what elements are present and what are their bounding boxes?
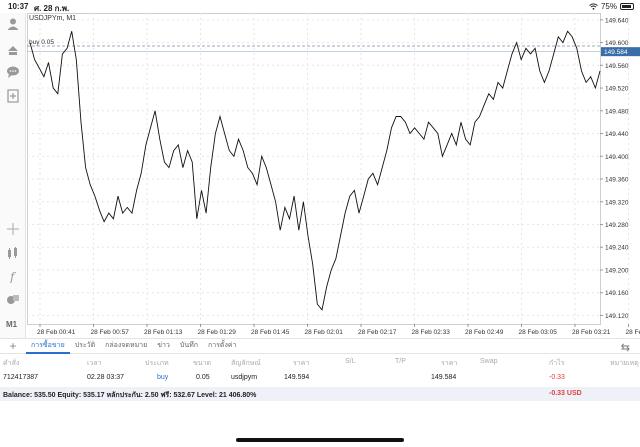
status-right: 75% [589, 2, 634, 11]
left-toolbar: f M1 [0, 13, 26, 338]
price-series-line [29, 30, 601, 311]
tab-history[interactable]: ประวัติ [74, 342, 96, 349]
y-tick-label: 149.640 [605, 17, 629, 24]
battery-fill [622, 5, 631, 8]
cell-size: 0.05 [196, 374, 210, 381]
wifi-icon [589, 3, 598, 10]
y-tick-label: 149.440 [605, 131, 629, 138]
x-tick-label: 28 Feb 01:13 [144, 329, 183, 336]
table-row[interactable]: 712417387 02.28 03:37 buy 0.05 usdjpym 1… [0, 370, 640, 386]
price-chart[interactable]: 149.640 149.600 149.560 149.520 149.480 149.4… [27, 13, 640, 338]
x-tick-label: 28 Feb 03:37 [626, 329, 640, 336]
order-line-label: buy 0.05 [29, 39, 54, 46]
header-symbol[interactable]: สัญลักษณ์ [231, 360, 261, 367]
header-sl[interactable]: S/L [345, 358, 356, 365]
table-header: คำสั่ง เวลา ประเภท ขนาด สัญลักษณ์ ราคา S… [0, 354, 640, 370]
chat-icon[interactable] [5, 64, 21, 80]
header-price[interactable]: ราคา [293, 360, 310, 367]
tab-journal[interactable]: บันทึก [179, 342, 198, 349]
sync-icon[interactable]: ⇆ [620, 342, 630, 354]
svg-text:f: f [9, 270, 17, 283]
y-tick-label: 149.520 [605, 86, 629, 93]
y-tick-label: 149.400 [605, 154, 629, 161]
timeframe-label[interactable]: M1 [6, 320, 18, 329]
header-tp[interactable]: T/P [395, 358, 406, 365]
balance-row: Balance: 535.50 Equity: 535.17 หลักประกั… [0, 387, 640, 401]
tab-trade[interactable]: การซื้อขาย [26, 338, 70, 354]
y-tick-label: 149.600 [605, 40, 629, 47]
status-bar: 10:37 ศ. 28 ก.พ. 75% [0, 0, 640, 13]
y-tick-label: 149.280 [605, 222, 629, 229]
x-tick-label: 28 Feb 02:17 [358, 329, 397, 336]
header-size[interactable]: ขนาด [193, 360, 212, 367]
total-profit: -0.33 USD [549, 390, 582, 397]
bottom-tab-bar: + การซื้อขาย ประวัติ กล่องจดหมาย ข่าว บั… [0, 338, 640, 354]
x-tick-label: 28 Feb 01:29 [198, 329, 237, 336]
chart-svg[interactable]: 149.640 149.600 149.560 149.520 149.480 149.4… [27, 13, 640, 338]
objects-icon[interactable] [5, 291, 21, 307]
x-tick-label: 28 Feb 03:21 [572, 329, 611, 336]
header-swap[interactable]: Swap [480, 358, 498, 365]
x-tick-label: 28 Feb 01:45 [251, 329, 290, 336]
header-time[interactable]: เวลา [87, 360, 102, 367]
account-icon[interactable] [5, 16, 21, 32]
cell-profit: -0.33 [549, 374, 565, 381]
current-price-tag [601, 47, 640, 57]
cell-type: buy [157, 374, 169, 381]
header-current-price[interactable]: ราคา [441, 360, 458, 367]
status-date: ศ. 28 ก.พ. [34, 4, 70, 13]
status-time: 10:37 [8, 2, 29, 11]
x-tick-label: 28 Feb 02:49 [465, 329, 504, 336]
x-tick-label: 28 Feb 03:05 [519, 329, 558, 336]
cell-open-price: 149.594 [284, 374, 310, 381]
y-tick-label: 149.480 [605, 108, 629, 115]
y-tick-label: 149.200 [605, 267, 629, 274]
function-icon[interactable]: f [5, 268, 21, 284]
crosshair-icon[interactable] [5, 221, 21, 237]
tab-news[interactable]: ข่าว [157, 342, 170, 349]
positions-table: คำสั่ง เวลา ประเภท ขนาด สัญลักษณ์ ราคา S… [0, 354, 640, 386]
current-price-tag-label: 149.584 [604, 49, 628, 56]
y-tick-label: 149.120 [605, 313, 629, 320]
y-tick-label: 149.160 [605, 290, 629, 297]
tab-mailbox[interactable]: กล่องจดหมาย [105, 342, 148, 349]
y-tick-label: 149.320 [605, 199, 629, 206]
y-tick-label: 149.560 [605, 63, 629, 70]
export-icon[interactable] [5, 88, 21, 104]
cell-current-price: 149.584 [431, 374, 457, 381]
header-type[interactable]: ประเภท [145, 360, 169, 367]
y-tick-label: 149.360 [605, 177, 629, 184]
tab-settings[interactable]: การตั้งค่า [207, 342, 237, 349]
home-indicator[interactable] [236, 438, 404, 442]
header-comment[interactable]: หมายเหตุ [610, 360, 639, 367]
battery-percent: 75% [600, 2, 617, 11]
header-order[interactable]: คำสั่ง [3, 360, 20, 367]
battery-icon [620, 3, 634, 10]
x-tick-label: 28 Feb 02:01 [305, 329, 344, 336]
chart-symbol-label: USDJPYm, M1 [29, 15, 77, 22]
x-tick-label: 28 Feb 02:33 [412, 329, 451, 336]
y-tick-label: 149.240 [605, 245, 629, 252]
add-icon[interactable]: + [9, 339, 17, 353]
plot-border [27, 13, 601, 325]
balance-text: Balance: 535.50 Equity: 535.17 หลักประกั… [3, 392, 257, 399]
x-tick-label: 28 Feb 00:57 [91, 329, 130, 336]
cell-time: 02.28 03:37 [87, 374, 124, 381]
header-profit[interactable]: กำไร [549, 360, 565, 367]
cell-symbol: usdjpym [231, 374, 258, 381]
indicators-icon[interactable] [5, 245, 21, 261]
x-tick-label: 28 Feb 00:41 [37, 329, 76, 336]
cell-order: 712417387 [3, 374, 39, 381]
trade-icon[interactable] [5, 41, 21, 57]
